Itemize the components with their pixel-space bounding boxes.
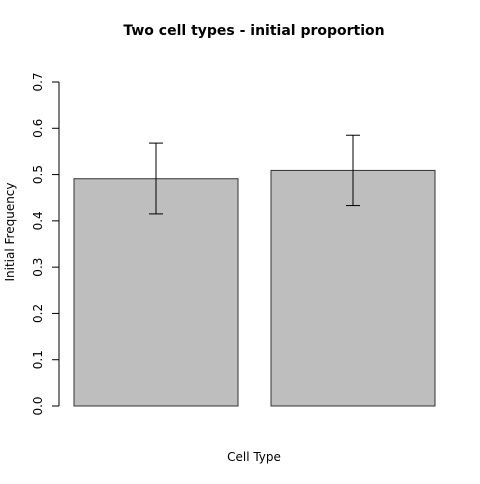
y-tick-label: 0.3: [31, 258, 45, 277]
y-tick-label: 0.7: [31, 72, 45, 91]
y-tick-label: 0.2: [31, 304, 45, 323]
x-axis-label: Cell Type: [227, 450, 281, 464]
chart-title: Two cell types - initial proportion: [123, 23, 384, 39]
bar: [270, 169, 436, 407]
y-tick-label: 0.0: [31, 396, 45, 415]
y-axis: 0.0 0.1 0.2 0.3 0.4 0.5 0.6 0.7: [31, 72, 60, 416]
error-bars: [149, 134, 360, 215]
bars: [73, 169, 436, 407]
y-tick-label: 0.1: [31, 350, 45, 369]
y-tick-label: 0.6: [31, 119, 45, 138]
y-tick-label: 0.4: [31, 211, 45, 230]
bar: [73, 178, 239, 407]
y-axis-label: Initial Frequency: [3, 182, 17, 281]
y-tick-label: 0.5: [31, 165, 45, 184]
